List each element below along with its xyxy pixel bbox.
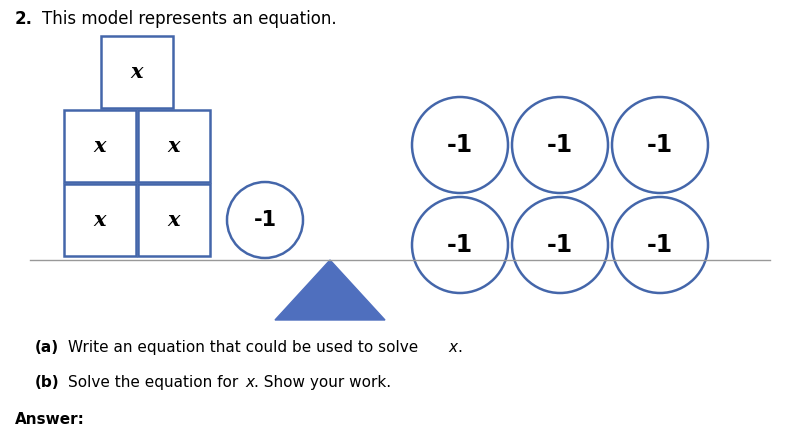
- FancyBboxPatch shape: [64, 110, 136, 182]
- Text: Write an equation that could be used to solve: Write an equation that could be used to …: [68, 340, 423, 355]
- Text: -1: -1: [647, 233, 673, 257]
- Text: x: x: [94, 136, 106, 156]
- Text: Solve the equation for: Solve the equation for: [68, 375, 243, 390]
- Polygon shape: [275, 260, 385, 320]
- Circle shape: [412, 197, 508, 293]
- Circle shape: [512, 197, 608, 293]
- Text: x: x: [94, 210, 106, 230]
- Text: -1: -1: [647, 133, 673, 157]
- Text: This model represents an equation.: This model represents an equation.: [42, 10, 337, 28]
- Text: 2.: 2.: [15, 10, 33, 28]
- Text: -1: -1: [447, 133, 473, 157]
- FancyBboxPatch shape: [64, 184, 136, 256]
- Circle shape: [512, 97, 608, 193]
- FancyBboxPatch shape: [138, 184, 210, 256]
- Text: (b): (b): [35, 375, 60, 390]
- Text: x: x: [168, 136, 180, 156]
- Text: . Show your work.: . Show your work.: [254, 375, 391, 390]
- Text: -1: -1: [254, 210, 277, 230]
- Circle shape: [612, 97, 708, 193]
- Text: Answer:: Answer:: [15, 412, 85, 427]
- Circle shape: [612, 197, 708, 293]
- Text: -1: -1: [547, 133, 573, 157]
- Text: x: x: [245, 375, 254, 390]
- Text: x: x: [130, 62, 143, 82]
- Text: -1: -1: [547, 233, 573, 257]
- FancyBboxPatch shape: [138, 110, 210, 182]
- Text: x: x: [448, 340, 457, 355]
- Text: -1: -1: [447, 233, 473, 257]
- Text: .: .: [457, 340, 462, 355]
- Circle shape: [227, 182, 303, 258]
- Text: x: x: [168, 210, 180, 230]
- FancyBboxPatch shape: [101, 36, 173, 108]
- Text: (a): (a): [35, 340, 59, 355]
- Circle shape: [412, 97, 508, 193]
